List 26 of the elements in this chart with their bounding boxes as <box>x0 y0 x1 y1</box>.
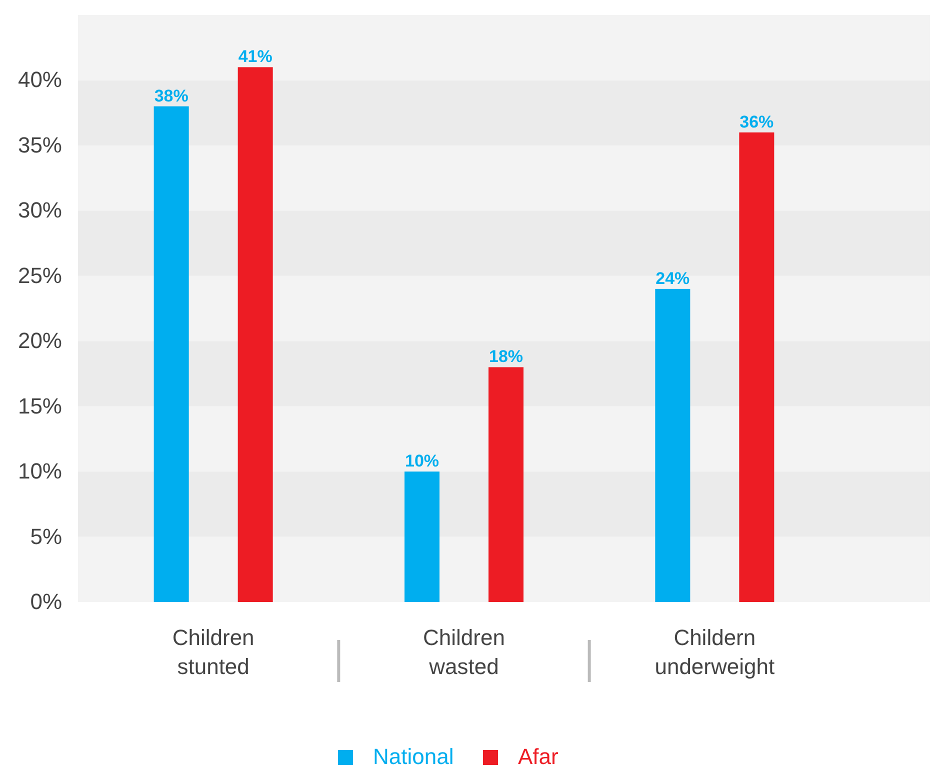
y-tick-label: 25% <box>18 262 62 288</box>
bar <box>739 132 774 602</box>
x-tick-label: Childern underweight <box>654 625 775 679</box>
y-tick-label: 40% <box>18 67 62 92</box>
legend-label: Afar <box>518 744 558 769</box>
bar <box>238 67 273 602</box>
text: 36% <box>740 112 774 132</box>
x-tick-label: Children wasted <box>423 625 505 679</box>
y-tick-label: 15% <box>18 393 62 418</box>
y-tick-label: 10% <box>18 458 62 484</box>
bar <box>488 367 524 602</box>
text: 41% <box>238 47 272 66</box>
x-tick-label: Children stunted <box>172 625 254 679</box>
text: 10% <box>404 452 440 471</box>
y-tick-label: 0% <box>30 589 62 614</box>
bar <box>655 288 690 602</box>
legend-label: National <box>373 744 454 769</box>
bar <box>154 106 189 602</box>
y-tick-label: 5% <box>30 524 62 549</box>
y-tick-label: 30% <box>18 198 62 223</box>
text: 38% <box>154 86 188 106</box>
text: 24% <box>656 268 690 288</box>
text: 18% <box>488 347 524 366</box>
y-tick-label: 35% <box>18 132 62 158</box>
y-tick-label: 20% <box>18 328 62 354</box>
bar <box>404 472 440 602</box>
